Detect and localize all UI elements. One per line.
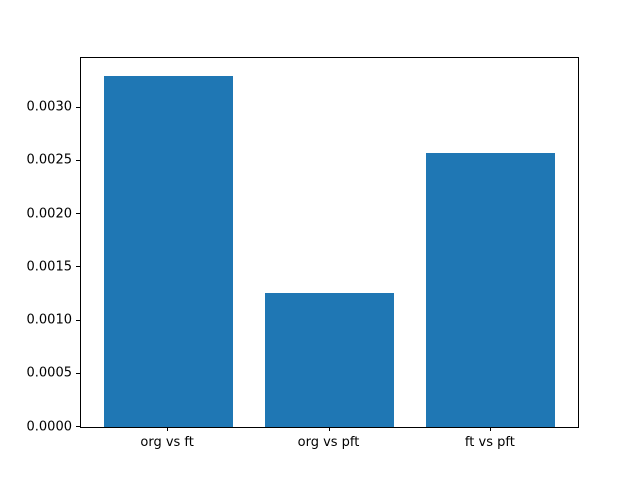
x-tick-label: ft vs pft (464, 435, 515, 450)
y-tick-mark (76, 266, 80, 268)
y-tick-label: 0.0005 (26, 365, 73, 381)
y-tick-mark (76, 213, 80, 214)
y-tick-label: 0.0015 (26, 259, 73, 275)
y-tick-label: 0.0000 (26, 419, 73, 434)
y-tick-label: 0.0030 (26, 99, 73, 115)
x-tick-mark (328, 427, 330, 431)
y-tick-mark (76, 159, 80, 161)
y-tick-mark (76, 319, 80, 321)
x-tick-mark (489, 427, 491, 431)
y-tick-label: 0.0020 (26, 206, 73, 221)
y-tick-label: 0.0025 (26, 152, 73, 168)
y-tick-mark (76, 426, 80, 427)
x-tick-label: org vs ft (140, 435, 194, 450)
bar-ft-vs-pft (426, 153, 556, 427)
bar-org-vs-pft (264, 292, 395, 427)
bar-org-vs-ft (103, 75, 233, 427)
x-tick-label: org vs pft (297, 435, 360, 450)
y-tick-mark (76, 106, 80, 108)
y-tick-label: 0.0010 (26, 312, 73, 328)
y-tick-mark (76, 372, 80, 374)
x-tick-mark (167, 427, 169, 431)
plot-area (80, 57, 579, 428)
